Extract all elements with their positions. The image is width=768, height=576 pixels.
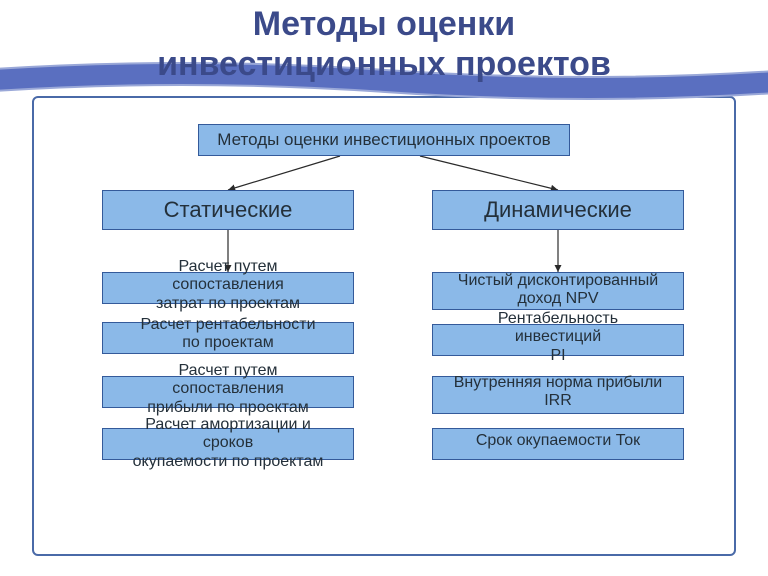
branch-0-item-3-label: Расчет амортизации исроковокупаемости по… [98, 416, 358, 471]
slide-title: Методы оценки инвестиционных проектов [0, 4, 768, 92]
branch-1-item-1-label: РентабельностьинвестицийPI [428, 310, 688, 365]
branch-0-item-2-label: Расчет путемсопоставленияприбыли по прое… [98, 362, 358, 417]
branch-header-1: Динамические [432, 190, 684, 230]
branch-1-item-0-label: Чистый дисконтированныйдоход NPV [428, 272, 688, 309]
branch-1-item-2-label: Внутренняя норма прибылиIRR [428, 374, 688, 411]
branch-1-item-3-label: Срок окупаемости Ток [428, 432, 688, 450]
title-line-1: Методы оценки [0, 4, 768, 44]
branch-0-item-1-label: Расчет рентабельностипо проектам [98, 316, 358, 353]
root-box: Методы оценки инвестиционных проектов [198, 124, 570, 156]
title-line-2: инвестиционных проектов [0, 44, 768, 84]
branch-header-0: Статические [102, 190, 354, 230]
branch-0-item-0-label: Расчет путемсопоставлениязатрат по проек… [98, 258, 358, 313]
